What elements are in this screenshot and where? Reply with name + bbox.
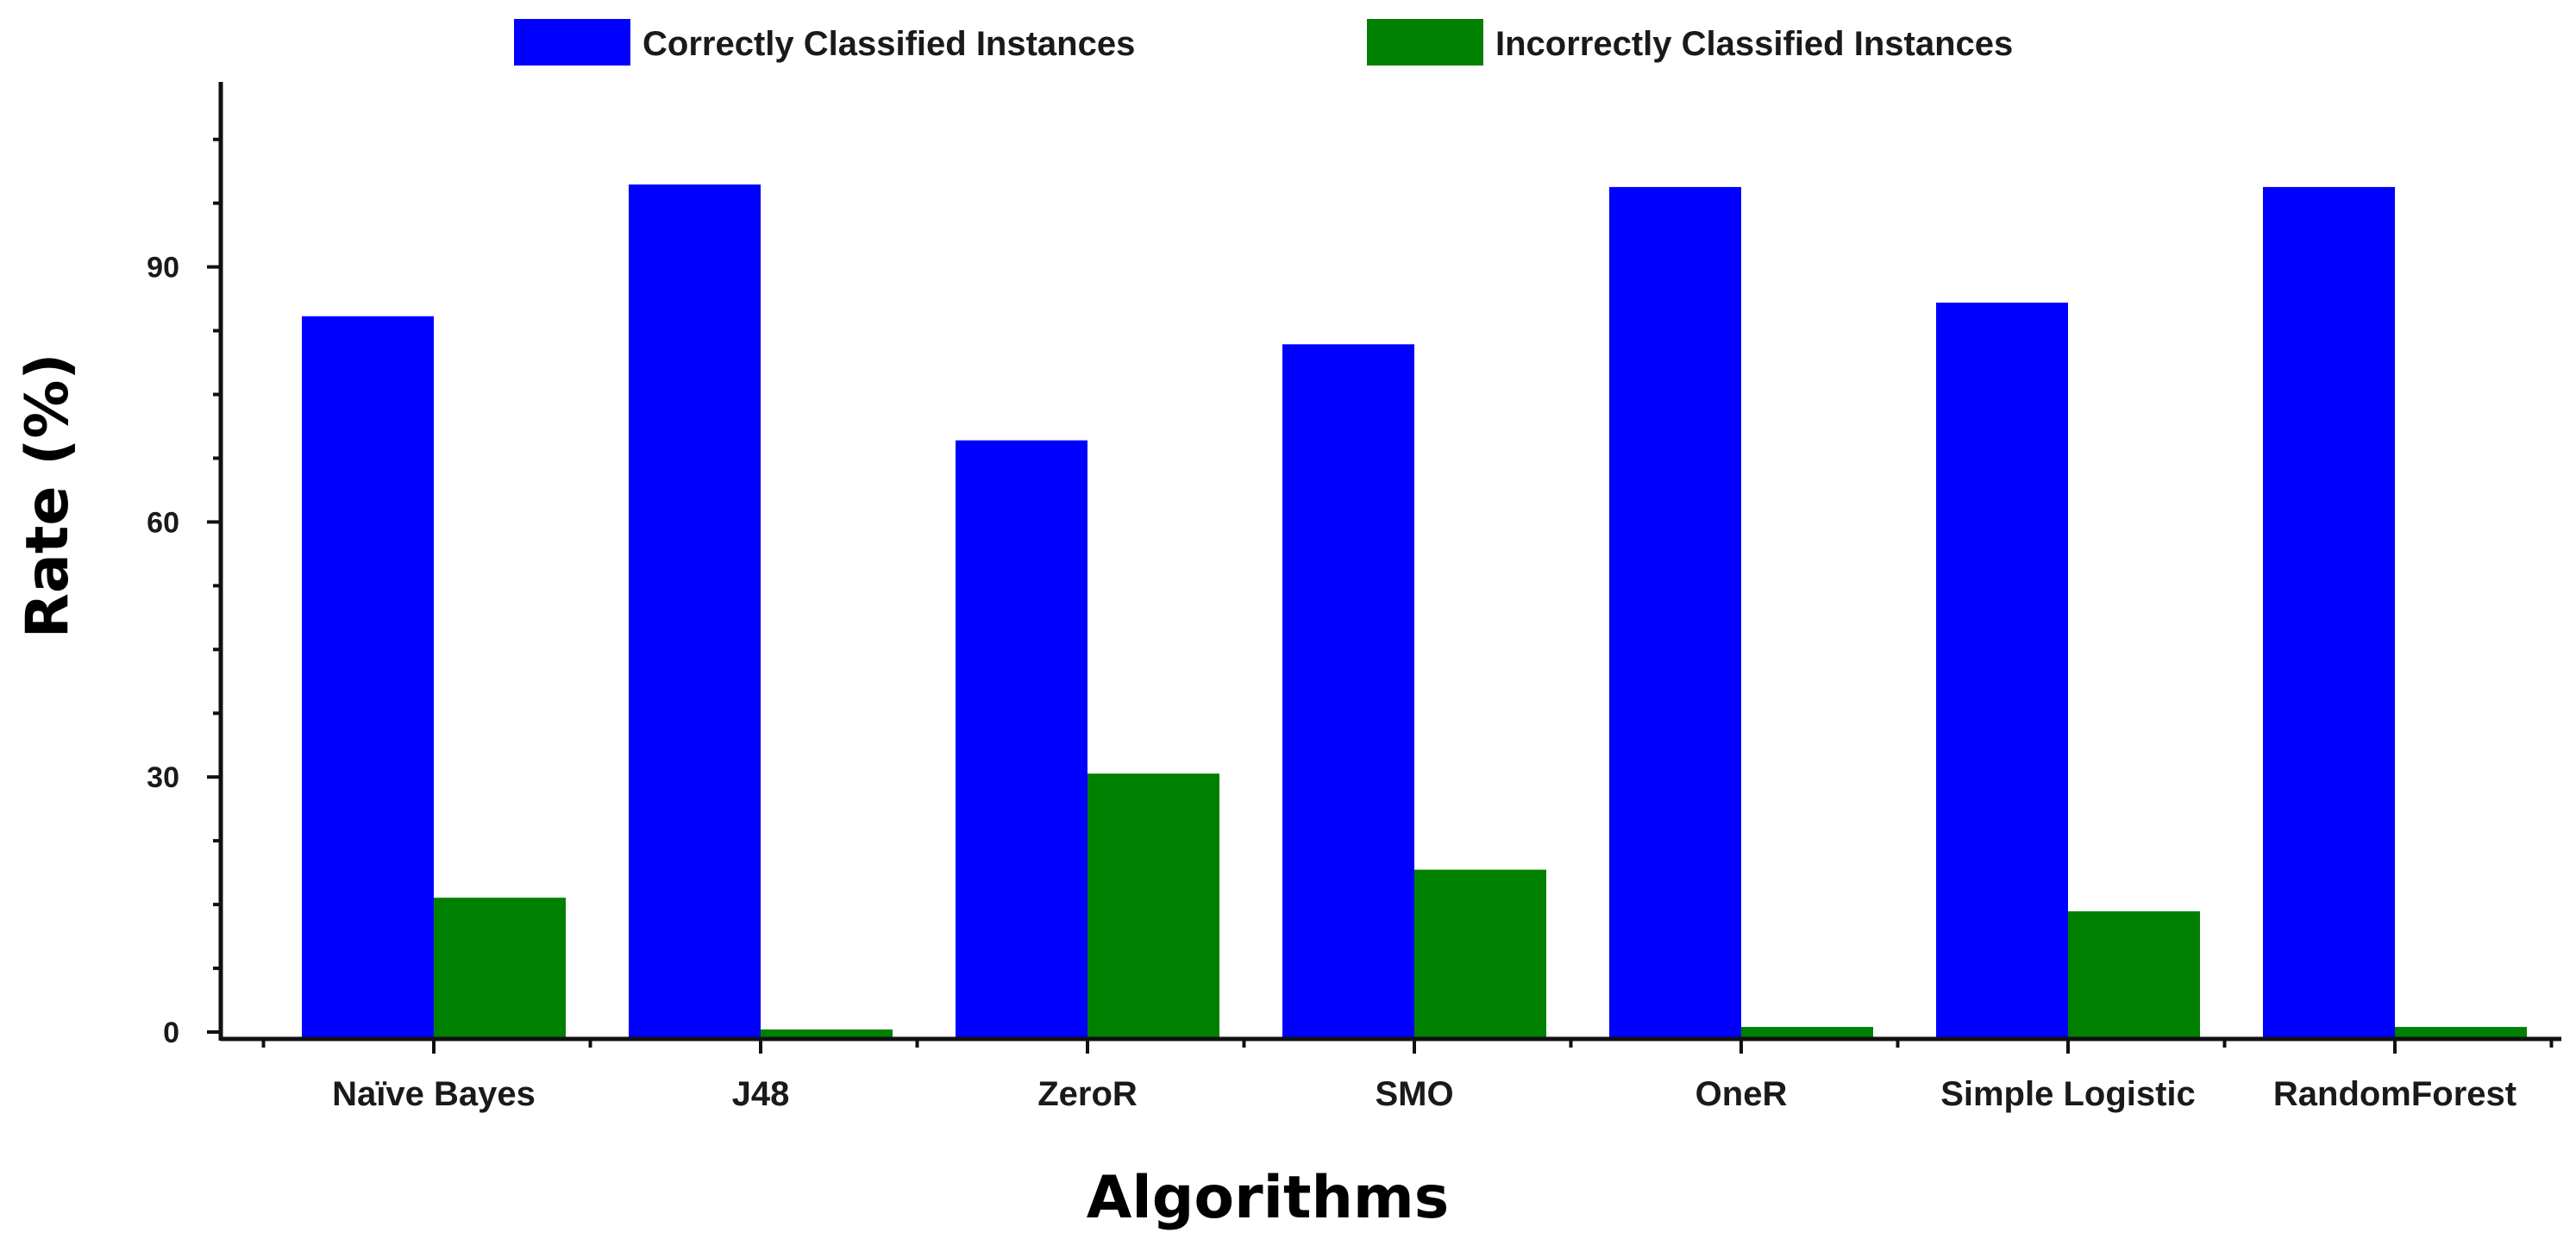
bar-incorrect: [1087, 773, 1219, 1039]
bar-correct: [1282, 344, 1414, 1039]
x-tick-label: OneR: [1695, 1075, 1788, 1113]
x-axis-categories: Naïve Bayes J48 ZeroR SMO OneR Simple Logisti…: [261, 1039, 2554, 1113]
x-tick-label: SMO: [1375, 1075, 1453, 1113]
x-tick-label: J48: [732, 1075, 790, 1113]
bar-correct: [956, 440, 1087, 1039]
bar-correct: [2263, 186, 2395, 1039]
legend-swatch-correct: [514, 19, 630, 66]
x-axis-title: Algorithms: [1087, 1164, 1449, 1232]
x-tick-label: ZeroR: [1037, 1075, 1138, 1113]
legend-label-correct: Correctly Classified Instances: [642, 25, 1135, 63]
bar-correct: [1936, 303, 2068, 1040]
y-axis-ticks: 0 30 60 90: [147, 137, 221, 1049]
y-axis-title: Rate (%): [14, 353, 82, 639]
y-tick-label: 90: [147, 252, 179, 285]
bar-incorrect: [1741, 1027, 1873, 1039]
bar-incorrect: [2068, 910, 2200, 1039]
bar-correct: [629, 184, 761, 1039]
x-tick-label: RandomForest: [2273, 1075, 2516, 1113]
bar-incorrect: [1414, 869, 1546, 1039]
bar-correct: [1609, 186, 1741, 1039]
legend-label-incorrect: Incorrectly Classified Instances: [1495, 25, 2013, 63]
bar-incorrect: [434, 898, 566, 1039]
legend-swatch-incorrect: [1367, 19, 1483, 66]
x-tick-label: Simple Logistic: [1940, 1075, 2196, 1113]
legend: Correctly Classified Instances Incorrect…: [514, 19, 2013, 66]
bars-group: [302, 184, 2527, 1040]
bar-incorrect: [2395, 1027, 2527, 1039]
y-tick-label: 30: [147, 761, 179, 794]
y-tick-label: 0: [163, 1017, 179, 1049]
bar-incorrect: [761, 1029, 893, 1039]
bar-correct: [302, 316, 434, 1040]
y-tick-label: 60: [147, 506, 179, 539]
x-tick-label: Naïve Bayes: [332, 1075, 536, 1113]
